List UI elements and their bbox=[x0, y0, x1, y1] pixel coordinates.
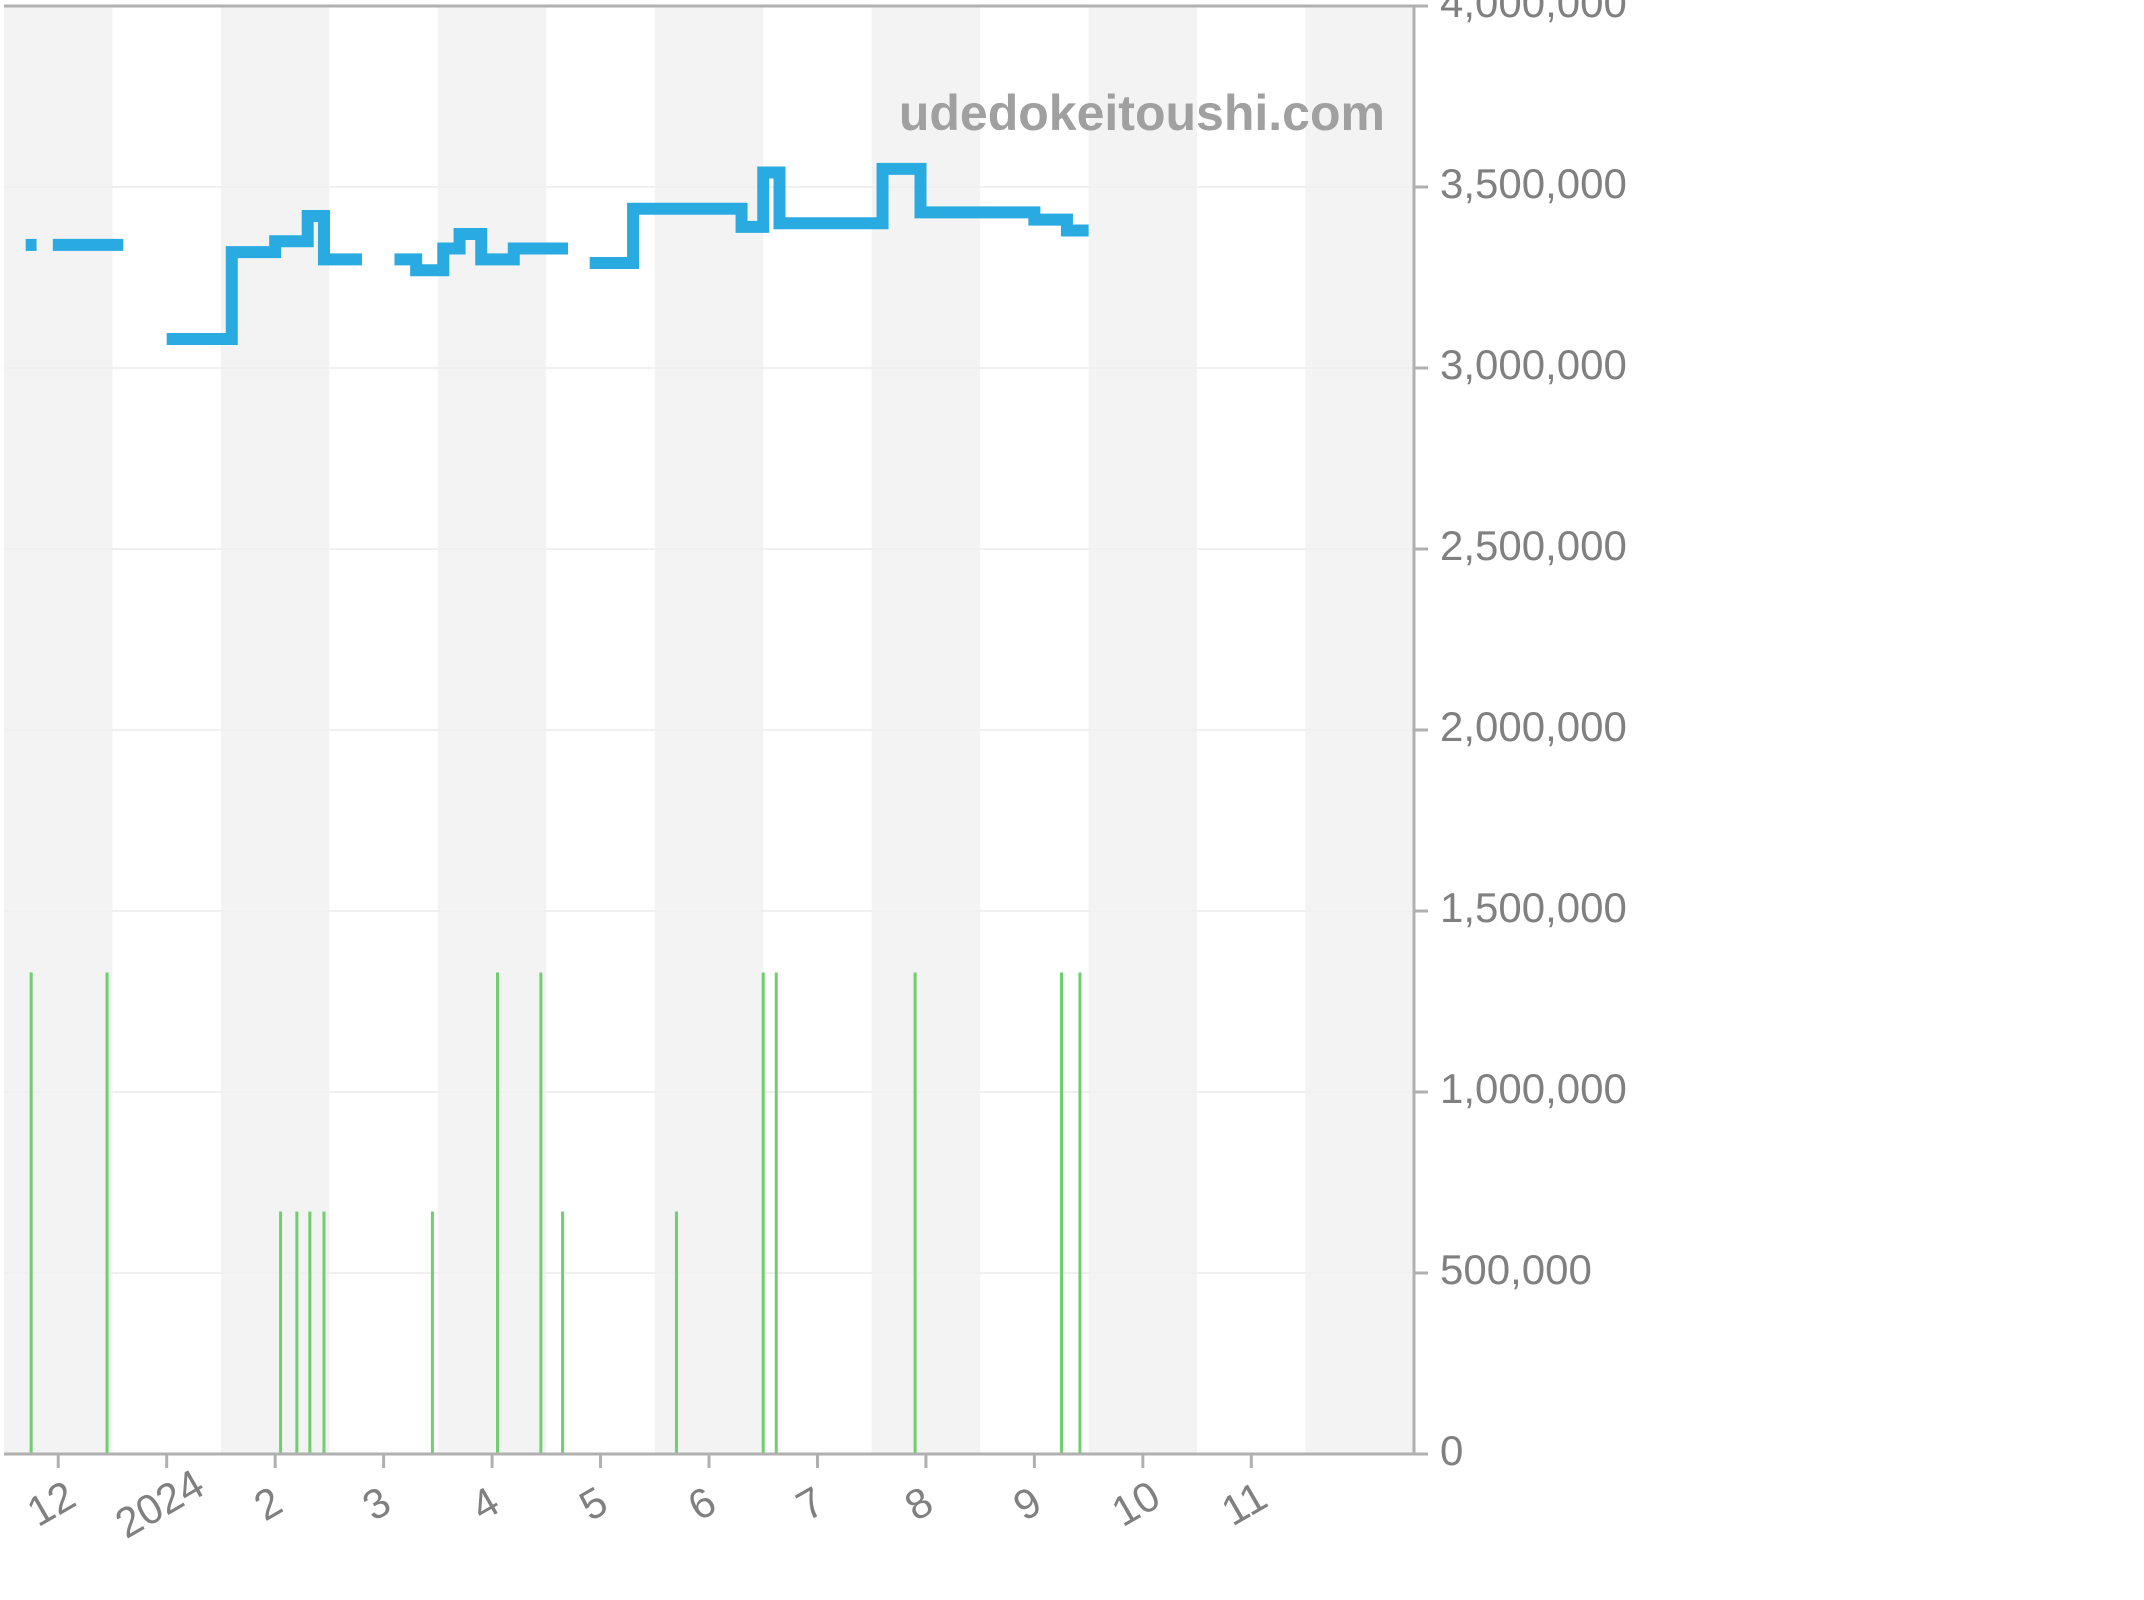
xtick-label: 4 bbox=[463, 1477, 507, 1529]
xtick-label: 8 bbox=[897, 1477, 941, 1529]
ytick-label: 3,000,000 bbox=[1440, 341, 1627, 388]
xtick-label: 9 bbox=[1005, 1477, 1049, 1529]
ytick-label: 1,000,000 bbox=[1440, 1065, 1627, 1112]
ytick-label: 0 bbox=[1440, 1427, 1463, 1474]
xtick-label: 6 bbox=[680, 1477, 724, 1529]
xtick-label: 2 bbox=[246, 1477, 290, 1529]
xtick-label: 3 bbox=[355, 1477, 399, 1529]
chart-svg: 0 500,000 1,000,000 1,500,000 2,000,000 2,500… bbox=[0, 0, 2144, 1600]
ytick-label: 4,000,000 bbox=[1440, 0, 1627, 26]
watermark: udedokeitoushi.com bbox=[899, 85, 1385, 141]
xtick-label: 2024 bbox=[107, 1460, 211, 1547]
price-history-chart: 0 500,000 1,000,000 1,500,000 2,000,000 2,500… bbox=[0, 0, 2144, 1600]
xtick-label: 5 bbox=[571, 1477, 615, 1529]
xtick-label: 7 bbox=[788, 1477, 832, 1529]
xtick-label: 12 bbox=[19, 1471, 83, 1535]
ytick-label: 500,000 bbox=[1440, 1246, 1592, 1293]
ytick-label: 3,500,000 bbox=[1440, 160, 1627, 207]
xtick-label: 10 bbox=[1104, 1471, 1168, 1535]
xtick-label: 11 bbox=[1213, 1472, 1274, 1535]
ytick-label: 2,500,000 bbox=[1440, 522, 1627, 569]
ytick-label: 2,000,000 bbox=[1440, 703, 1627, 750]
ytick-label: 1,500,000 bbox=[1440, 884, 1627, 931]
